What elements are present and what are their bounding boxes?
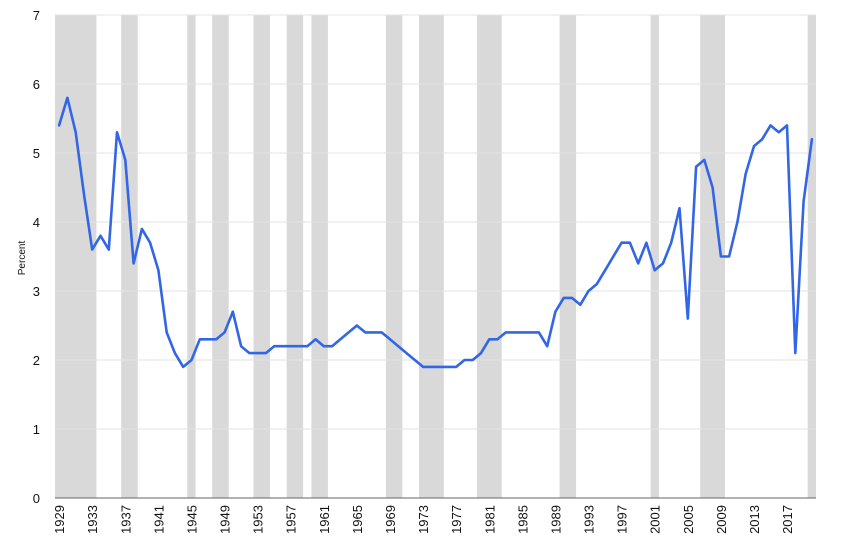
- x-tick-label: 1989: [548, 505, 563, 534]
- series-line: [57, 96, 814, 369]
- x-tick-label: 2017: [780, 505, 795, 534]
- y-tick-label: 4: [33, 215, 40, 230]
- x-tick-label: 2005: [681, 505, 696, 534]
- recession-band: [55, 15, 97, 498]
- x-tick-label: 1973: [416, 505, 431, 534]
- x-tick-label: 1969: [383, 505, 398, 534]
- y-tick-label: 2: [33, 353, 40, 368]
- y-tick-label: 1: [33, 422, 40, 437]
- recession-band: [311, 15, 328, 498]
- x-tick-label: 1965: [350, 505, 365, 534]
- x-tick-label: 1945: [185, 505, 200, 534]
- recession-band: [385, 15, 403, 498]
- x-tick-label: 1985: [515, 505, 530, 534]
- x-tick-label: 1953: [251, 505, 266, 534]
- recession-band: [419, 15, 444, 498]
- y-tick-label: 6: [33, 77, 40, 92]
- x-tick-label: 1941: [151, 505, 166, 534]
- recession-band: [650, 15, 659, 498]
- x-tick-label: 1997: [615, 505, 630, 534]
- x-tick-label: 1993: [582, 505, 597, 534]
- x-tick-label: 1961: [317, 505, 332, 534]
- recession-band: [121, 15, 138, 498]
- x-tick-label: 1949: [218, 505, 233, 534]
- x-tick-label: 1977: [449, 505, 464, 534]
- recession-band: [559, 15, 577, 498]
- recession-band: [212, 15, 229, 498]
- recession-band: [807, 15, 816, 498]
- y-tick-label: 5: [33, 146, 40, 161]
- x-tick-label: 2009: [714, 505, 729, 534]
- y-tick-label: 7: [33, 8, 40, 23]
- recession-band: [253, 15, 270, 498]
- y-tick-labels: 0 1 2 3 4 5 6 7: [33, 8, 40, 506]
- recession-band: [476, 15, 502, 498]
- gridlines: [55, 14, 816, 499]
- y-tick-label: 0: [33, 491, 40, 506]
- x-tick-label: 1937: [118, 505, 133, 534]
- y-tick-label: 3: [33, 284, 40, 299]
- x-tick-labels: 1929 1933 1937 1941 1945 1949 1953 1957 1961 1965…: [52, 505, 795, 534]
- recession-band: [187, 15, 196, 498]
- y-axis-label: Percent: [17, 241, 28, 276]
- recession-band: [286, 15, 304, 498]
- x-tick-label: 2001: [648, 505, 663, 534]
- x-tick-label: 1929: [52, 505, 67, 534]
- x-tick-label: 1981: [482, 505, 497, 534]
- x-tick-label: 2013: [747, 505, 762, 534]
- recession-bands: [55, 15, 816, 498]
- x-tick-label: 1957: [284, 505, 299, 534]
- x-tick-label: 1933: [85, 505, 100, 534]
